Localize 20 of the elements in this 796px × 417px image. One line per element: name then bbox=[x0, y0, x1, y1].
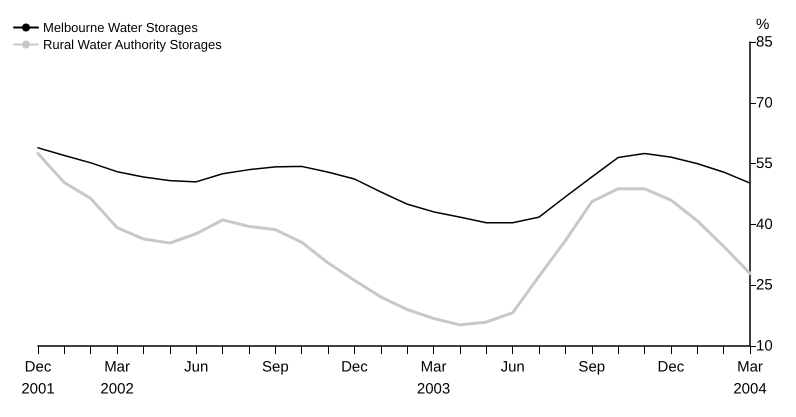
line-series bbox=[36, 152, 752, 326]
x-tick-label: Mar 2002 bbox=[100, 358, 134, 398]
legend-label: Rural Water Authority Storages bbox=[43, 37, 222, 52]
x-tick-label: Dec bbox=[341, 358, 368, 376]
legend-label: Melbourne Water Storages bbox=[43, 20, 198, 35]
x-tick-label: Mar 2004 bbox=[733, 358, 767, 398]
y-axis-title: % bbox=[756, 16, 770, 33]
x-tick-label: Jun bbox=[184, 358, 208, 376]
x-tick-label: Jun bbox=[500, 358, 525, 376]
y-tick-label: 10 bbox=[756, 338, 773, 354]
y-tick-label: 85 bbox=[756, 34, 773, 50]
x-tick-label: Dec 2001 bbox=[21, 358, 55, 398]
x-tick-label: Mar 2003 bbox=[416, 358, 450, 398]
y-tick-label: 55 bbox=[756, 155, 773, 172]
x-tick-label: Sep bbox=[262, 358, 289, 376]
y-tick-label: 40 bbox=[756, 216, 773, 233]
x-tick-label: Sep bbox=[578, 358, 606, 376]
x-tick-label: Dec bbox=[658, 358, 685, 376]
y-tick-label: 25 bbox=[756, 276, 773, 294]
y-tick-label: 70 bbox=[756, 94, 773, 112]
